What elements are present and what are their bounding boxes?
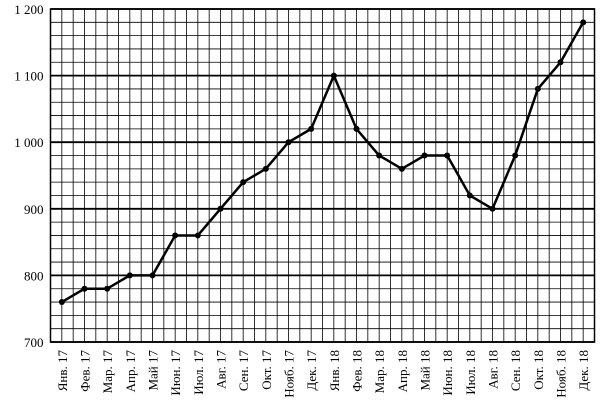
x-tick-label: Мар. 17 [100, 350, 115, 394]
point [240, 179, 247, 186]
point [534, 85, 541, 92]
x-tick-label: Апр. 17 [123, 350, 138, 393]
x-tick-label: Июн. 18 [440, 350, 455, 396]
point [421, 152, 428, 159]
x-tick-label: Фев. 18 [350, 350, 365, 392]
x-tick-label: Мар. 18 [372, 350, 387, 393]
x-tick-label: Янв. 17 [55, 350, 70, 392]
point [376, 152, 383, 159]
x-tick-label: Сен. 17 [236, 350, 251, 392]
plot-frame [49, 8, 596, 343]
point [308, 125, 315, 132]
point [285, 139, 292, 146]
point [58, 299, 65, 306]
x-tick-label: Янв. 18 [327, 350, 342, 391]
point [217, 205, 224, 212]
x-tick-label: Июл. 18 [463, 350, 478, 395]
x-tick-label: Сен. 18 [508, 350, 523, 391]
y-tick-label: 1 000 [14, 135, 43, 150]
x-tick-label: Нояб. 18 [554, 350, 569, 398]
point [489, 205, 496, 212]
point [466, 192, 473, 199]
point [149, 272, 156, 279]
point [262, 165, 269, 172]
point [104, 285, 111, 292]
x-tick-label: Авг. 18 [486, 350, 501, 389]
point [353, 125, 360, 132]
x-tick-label: Фев. 17 [78, 350, 93, 392]
y-tick-label: 900 [24, 202, 44, 217]
x-tick-label: Дек. 17 [304, 350, 319, 391]
point [398, 165, 405, 172]
x-tick-label: Дек. 18 [576, 350, 591, 391]
y-tick-label: 700 [24, 335, 44, 350]
point [512, 152, 519, 159]
point [194, 232, 201, 239]
x-tick-label: Окт. 17 [259, 350, 274, 390]
x-tick-label: Окт. 18 [531, 350, 546, 390]
point [444, 152, 451, 159]
x-tick-label: Нояб. 17 [282, 350, 297, 398]
x-tick-label: Май 17 [146, 350, 161, 391]
point [330, 72, 337, 79]
point [557, 59, 564, 66]
point [81, 285, 88, 292]
line [61, 21, 585, 304]
y-tick-label: 800 [24, 268, 44, 283]
point [172, 232, 179, 239]
x-tick-label: Июл. 17 [191, 350, 206, 395]
x-tick-label: Май 18 [418, 350, 433, 391]
x-tick-label: Июн. 17 [168, 350, 183, 396]
x-tick-label: Авг. 17 [214, 350, 229, 389]
y-tick-label: 1 100 [14, 69, 43, 84]
x-tick-label: Апр. 18 [395, 350, 410, 392]
point [126, 272, 133, 279]
point [580, 19, 587, 26]
y-tick-label: 1 200 [14, 2, 43, 17]
